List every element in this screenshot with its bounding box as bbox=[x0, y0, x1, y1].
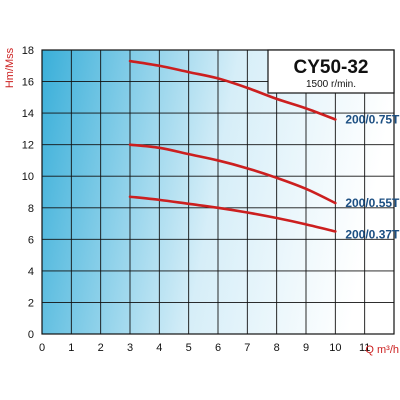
x-tick-label: 5 bbox=[186, 342, 192, 354]
model-box: CY50-32 1500 r/min. bbox=[267, 49, 395, 94]
y-tick-label: 8 bbox=[28, 203, 34, 215]
series-label: 200/0.37T bbox=[345, 227, 400, 241]
x-tick-label: 9 bbox=[303, 342, 309, 354]
series-line bbox=[128, 195, 337, 233]
x-tick-label: 1 bbox=[68, 342, 74, 354]
y-tick-label: 2 bbox=[28, 297, 34, 309]
x-tick-label: 7 bbox=[244, 342, 250, 354]
series-label: 200/0.75T bbox=[345, 112, 400, 126]
x-tick-label: 0 bbox=[39, 342, 45, 354]
y-tick-label: 6 bbox=[28, 234, 34, 246]
y-tick-label: 0 bbox=[28, 329, 34, 341]
model-box-frame bbox=[267, 49, 395, 94]
series-line bbox=[128, 59, 337, 121]
y-axis-title: Hm/Mss bbox=[4, 47, 16, 88]
x-tick-label: 3 bbox=[127, 342, 133, 354]
y-tick-label: 14 bbox=[22, 108, 34, 120]
chart-title: CY50-32 bbox=[294, 57, 369, 78]
plot-frame bbox=[41, 49, 395, 335]
y-tick-label: 10 bbox=[22, 171, 34, 183]
x-tick-label: 4 bbox=[156, 342, 162, 354]
chart-subtitle: 1500 r/min. bbox=[306, 79, 356, 90]
x-tick-label: 11 bbox=[359, 342, 370, 354]
x-tick-label: 10 bbox=[329, 342, 341, 354]
x-axis-title: Q m³/h bbox=[365, 344, 399, 356]
x-tick-label: 8 bbox=[274, 342, 280, 354]
series-line bbox=[128, 143, 337, 205]
series-label: 200/0.55T bbox=[345, 196, 400, 210]
x-tick-label: 2 bbox=[98, 342, 104, 354]
series-labels: 200/0.75T 200/0.55T 200/0.37T bbox=[345, 112, 400, 241]
y-tick-label: 18 bbox=[22, 45, 34, 57]
y-tick-label: 12 bbox=[22, 140, 34, 152]
y-tick-label: 16 bbox=[22, 77, 34, 89]
y-tick-label: 4 bbox=[28, 266, 34, 278]
series-curves bbox=[128, 59, 337, 233]
x-tick-label: 6 bbox=[215, 342, 221, 354]
